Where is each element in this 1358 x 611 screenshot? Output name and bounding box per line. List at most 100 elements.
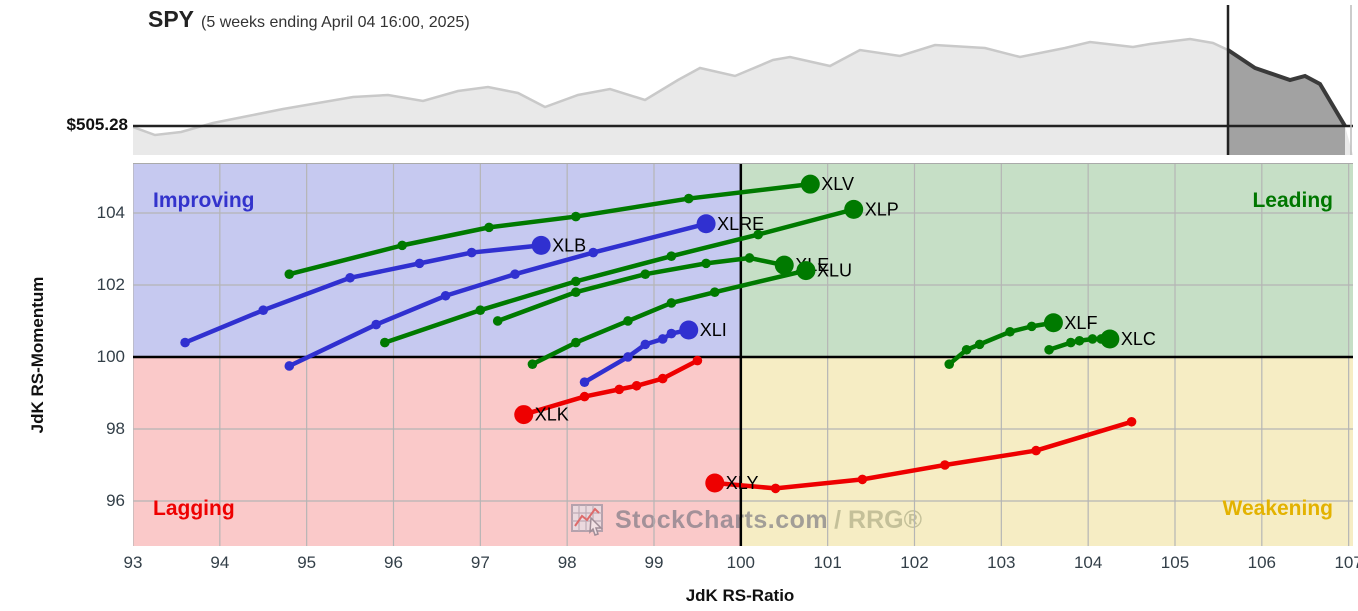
tail-xlu[interactable]: XLU (527, 261, 852, 369)
chart-header: SPY (5 weeks ending April 04 16:00, 2025) (148, 6, 470, 33)
tail-node (258, 305, 269, 315)
chart-subtitle: (5 weeks ending April 04 16:00, 2025) (201, 14, 470, 31)
tail-label-xlre: XLRE (717, 214, 764, 234)
tail-node (571, 287, 581, 297)
tail-node (579, 377, 590, 387)
current-price-label: $505.28 (66, 115, 128, 134)
tail-node (666, 298, 677, 308)
tail-node (770, 483, 781, 494)
tail-node (510, 269, 520, 279)
tail-node (701, 258, 711, 269)
y-tick-100: 100 (96, 346, 125, 366)
tail-node (571, 211, 581, 222)
x-tick-105: 105 (1160, 553, 1190, 572)
tail-xly[interactable]: XLY (705, 416, 1137, 494)
quadrant-label-weakening: Weakening (1222, 497, 1333, 520)
x-tick-94: 94 (210, 553, 230, 572)
tail-node (623, 352, 633, 362)
quadrant-weakening (740, 356, 1353, 546)
tail-node (1087, 334, 1098, 344)
tail-node (857, 474, 868, 485)
tail-label-xlk: XLK (535, 405, 569, 425)
tail-node (284, 361, 295, 371)
tail-node (744, 253, 755, 263)
tail-node (666, 328, 677, 339)
x-tick-103: 103 (987, 553, 1016, 572)
tail-node (484, 222, 494, 233)
rrg-chart: XLBXLREXLVXLPXLEXLUXLIXLKXLYXLFXLC (133, 164, 1353, 546)
tail-head-xlc (1100, 329, 1120, 349)
rrg-plot-area[interactable]: StockCharts.com / RRG® XLBXLREXLVXLPXLEX… (133, 163, 1353, 546)
tail-node (371, 319, 381, 330)
tail-node (640, 339, 651, 350)
tail-label-xlb: XLB (552, 235, 586, 255)
tail-xlk[interactable]: XLK (514, 355, 703, 425)
tail-node (440, 290, 451, 301)
tail-xli[interactable]: XLI (579, 320, 727, 387)
tail-head-xlb (531, 235, 551, 255)
tail-label-xli: XLI (700, 320, 727, 340)
tail-node (709, 287, 720, 297)
tail-node (492, 316, 503, 326)
tail-node (180, 337, 190, 348)
symbol-title: SPY (148, 6, 195, 32)
tail-node (1031, 445, 1041, 456)
tail-xlp[interactable]: XLP (380, 199, 899, 348)
tail-node (1074, 335, 1085, 346)
tail-node (1044, 344, 1054, 355)
tail-head-xlu (796, 261, 816, 281)
y-tick-96: 96 (106, 490, 125, 510)
tail-xlv[interactable]: XLV (284, 174, 854, 279)
tail-node (571, 276, 581, 287)
x-tick-106: 106 (1247, 553, 1276, 572)
tail-node (614, 384, 625, 395)
price-sparkline-chart (133, 5, 1353, 155)
tail-node (466, 247, 477, 258)
tail-node (944, 359, 955, 369)
tail-xlf[interactable]: XLF (944, 313, 1097, 369)
tail-node (345, 272, 355, 283)
tail-head-xli (679, 320, 699, 340)
x-tick-104: 104 (1073, 553, 1103, 572)
x-tick-107: 107 (1334, 553, 1358, 572)
x-tick-97: 97 (470, 553, 490, 572)
tail-node (623, 316, 633, 326)
x-tick-100: 100 (726, 553, 756, 572)
x-tick-101: 101 (813, 553, 842, 572)
quadrant-label-improving: Improving (153, 189, 255, 212)
x-tick-102: 102 (900, 553, 929, 572)
tail-node (571, 337, 581, 348)
x-tick-96: 96 (384, 553, 403, 572)
tail-node (1126, 416, 1137, 427)
tail-head-xlf (1043, 313, 1063, 333)
tail-node (397, 240, 407, 251)
tail-label-xlp: XLP (865, 199, 899, 219)
tail-xlre[interactable]: XLRE (284, 214, 764, 371)
tail-head-xlk (514, 405, 534, 425)
tail-label-xlf: XLF (1064, 313, 1097, 333)
tail-node (588, 247, 599, 258)
tail-node (640, 269, 651, 279)
tail-node (380, 337, 390, 348)
y-tick-104: 104 (96, 202, 125, 222)
tail-xlb[interactable]: XLB (180, 235, 586, 348)
tail-head-xle (774, 255, 794, 275)
y-axis-title: JdK RS-Momentum (28, 276, 47, 434)
tail-node (475, 305, 486, 315)
tail-node (284, 269, 295, 279)
tail-head-xly (705, 473, 725, 493)
tail-node (414, 258, 425, 269)
x-axis-title: JdK RS-Ratio (685, 586, 795, 605)
tail-node (974, 339, 985, 350)
x-tick-99: 99 (644, 553, 664, 572)
tail-node (657, 373, 668, 384)
x-tick-93: 93 (123, 553, 143, 572)
price-sparkline-panel[interactable] (133, 5, 1353, 155)
tail-node (527, 359, 538, 369)
tail-node (753, 229, 763, 240)
tail-node (579, 391, 590, 402)
tail-node (940, 460, 950, 470)
tail-head-xlv (800, 174, 820, 194)
tail-xlc[interactable]: XLC (1044, 329, 1156, 355)
tail-head-xlp (844, 199, 864, 219)
